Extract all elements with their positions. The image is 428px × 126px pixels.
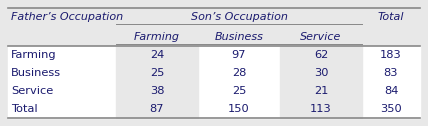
Text: Farming: Farming [11, 50, 56, 60]
Text: Total: Total [11, 104, 38, 114]
Text: Farming: Farming [134, 32, 180, 41]
Bar [280, 46, 362, 118]
Text: 183: 183 [380, 50, 402, 60]
Text: 87: 87 [150, 104, 164, 114]
Text: Total: Total [378, 12, 404, 23]
Text: 28: 28 [232, 68, 246, 78]
Text: 25: 25 [150, 68, 164, 78]
Text: 83: 83 [384, 68, 398, 78]
Text: Business: Business [214, 32, 264, 41]
Text: 97: 97 [232, 50, 246, 60]
Text: 38: 38 [150, 86, 164, 96]
Text: 84: 84 [384, 86, 398, 96]
Text: 350: 350 [380, 104, 402, 114]
Text: 25: 25 [232, 86, 246, 96]
Text: Service: Service [300, 32, 342, 41]
Bar [8, 8, 420, 46]
Text: Business: Business [11, 68, 61, 78]
Text: 24: 24 [150, 50, 164, 60]
Text: Service: Service [11, 86, 53, 96]
Text: 21: 21 [314, 86, 328, 96]
Bar [116, 46, 198, 118]
Bar [8, 46, 420, 118]
Text: Son’s Occupation: Son’s Occupation [190, 12, 288, 23]
Text: 150: 150 [228, 104, 250, 114]
Text: 62: 62 [314, 50, 328, 60]
Text: Father’s Occupation: Father’s Occupation [11, 12, 123, 23]
Text: 30: 30 [314, 68, 328, 78]
Text: 113: 113 [310, 104, 332, 114]
